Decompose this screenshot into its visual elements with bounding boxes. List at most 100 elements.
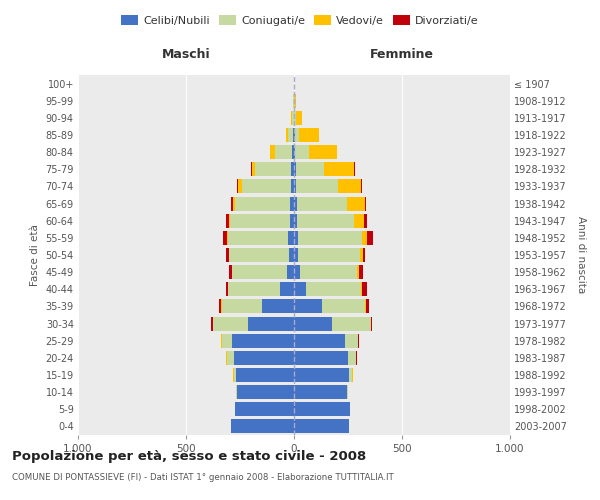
Bar — [233, 368, 236, 382]
Bar — [231, 196, 233, 210]
Bar — [354, 162, 355, 176]
Bar — [287, 231, 294, 245]
Bar — [298, 248, 360, 262]
Bar — [296, 111, 302, 125]
Bar — [227, 231, 228, 245]
Bar — [236, 368, 294, 382]
Bar — [294, 385, 347, 399]
Bar — [294, 316, 332, 330]
Bar — [294, 231, 298, 245]
Bar — [322, 300, 365, 314]
Bar — [298, 231, 362, 245]
Bar — [295, 94, 296, 108]
Bar — [292, 111, 293, 125]
Bar — [347, 385, 348, 399]
Bar — [228, 282, 280, 296]
Bar — [294, 162, 296, 176]
Bar — [295, 111, 296, 125]
Bar — [294, 420, 349, 434]
Bar — [221, 300, 262, 314]
Bar — [361, 180, 362, 194]
Text: Femmine: Femmine — [370, 48, 434, 62]
Bar — [355, 214, 364, 228]
Bar — [292, 145, 294, 159]
Bar — [362, 231, 367, 245]
Bar — [309, 145, 337, 159]
Bar — [371, 316, 373, 330]
Bar — [226, 282, 227, 296]
Bar — [294, 351, 348, 365]
Bar — [252, 162, 254, 176]
Bar — [365, 196, 367, 210]
Bar — [288, 128, 293, 142]
Bar — [275, 145, 292, 159]
Bar — [291, 111, 292, 125]
Bar — [280, 282, 294, 296]
Bar — [347, 196, 365, 210]
Bar — [367, 231, 373, 245]
Bar — [294, 282, 306, 296]
Bar — [294, 368, 349, 382]
Bar — [365, 300, 366, 314]
Bar — [229, 248, 289, 262]
Bar — [287, 265, 294, 279]
Bar — [359, 265, 363, 279]
Y-axis label: Anni di nascita: Anni di nascita — [577, 216, 586, 294]
Bar — [232, 420, 294, 434]
Bar — [360, 248, 363, 262]
Bar — [349, 368, 352, 382]
Bar — [213, 316, 248, 330]
Bar — [286, 128, 288, 142]
Bar — [232, 265, 287, 279]
Bar — [357, 265, 359, 279]
Bar — [294, 145, 295, 159]
Bar — [228, 231, 287, 245]
Bar — [296, 196, 347, 210]
Bar — [220, 300, 221, 314]
Bar — [223, 231, 227, 245]
Bar — [293, 94, 294, 108]
Bar — [363, 248, 365, 262]
Bar — [235, 402, 294, 416]
Legend: Celibi/Nubili, Coniugati/e, Vedovi/e, Divorziati/e: Celibi/Nubili, Coniugati/e, Vedovi/e, Di… — [117, 10, 483, 30]
Bar — [226, 214, 229, 228]
Bar — [232, 334, 294, 347]
Bar — [294, 196, 296, 210]
Bar — [226, 351, 227, 365]
Bar — [297, 214, 355, 228]
Bar — [366, 300, 368, 314]
Bar — [294, 334, 345, 347]
Bar — [221, 334, 232, 347]
Bar — [345, 334, 358, 347]
Bar — [294, 180, 296, 194]
Bar — [292, 162, 294, 176]
Bar — [238, 180, 242, 194]
Bar — [226, 248, 229, 262]
Bar — [227, 351, 233, 365]
Bar — [294, 300, 322, 314]
Bar — [229, 265, 232, 279]
Bar — [236, 385, 237, 399]
Bar — [291, 180, 294, 194]
Bar — [294, 128, 295, 142]
Bar — [233, 196, 235, 210]
Text: Maschi: Maschi — [161, 48, 211, 62]
Bar — [364, 214, 367, 228]
Text: COMUNE DI PONTASSIEVE (FI) - Dati ISTAT 1° gennaio 2008 - Elaborazione TUTTITALI: COMUNE DI PONTASSIEVE (FI) - Dati ISTAT … — [12, 472, 394, 482]
Bar — [290, 196, 294, 210]
Bar — [289, 248, 294, 262]
Bar — [361, 282, 362, 296]
Bar — [348, 351, 356, 365]
Bar — [300, 265, 357, 279]
Bar — [269, 145, 275, 159]
Bar — [332, 316, 371, 330]
Bar — [251, 162, 252, 176]
Bar — [294, 265, 300, 279]
Bar — [296, 162, 324, 176]
Bar — [230, 214, 290, 228]
Bar — [324, 162, 354, 176]
Text: Popolazione per età, sesso e stato civile - 2008: Popolazione per età, sesso e stato civil… — [12, 450, 366, 463]
Y-axis label: Fasce di età: Fasce di età — [30, 224, 40, 286]
Bar — [295, 145, 309, 159]
Bar — [294, 248, 298, 262]
